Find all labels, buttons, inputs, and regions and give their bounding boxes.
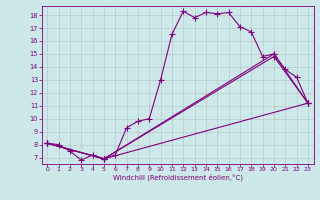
X-axis label: Windchill (Refroidissement éolien,°C): Windchill (Refroidissement éolien,°C) [113, 174, 243, 181]
